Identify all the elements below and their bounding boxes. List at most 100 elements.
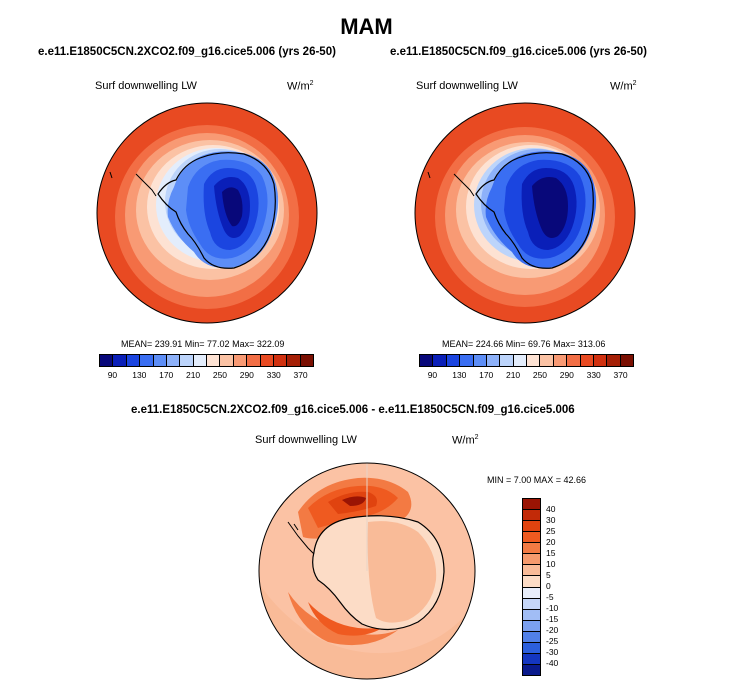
colorbar-swatch <box>580 355 594 366</box>
diff-stats: MIN = 7.00 MAX = 42.66 <box>487 475 587 485</box>
left-case-title: e.e11.E1850C5CN.2XCO2.f09_g16.cice5.006 … <box>38 46 336 58</box>
colorbar-swatch <box>523 532 540 544</box>
colorbar-tick-label: 15 <box>546 548 556 558</box>
colorbar-swatch <box>523 653 540 665</box>
colorbar-swatch <box>523 631 540 643</box>
colorbar-swatch <box>113 355 127 366</box>
colorbar-tick-label: 0 <box>546 581 551 591</box>
colorbar-tick-label: 170 <box>479 370 494 380</box>
colorbar-swatch <box>513 355 527 366</box>
colorbar-tick-label: 30 <box>546 515 556 525</box>
right-stats: MEAN= 224.66 Min= 69.76 Max= 313.06 <box>442 339 606 349</box>
colorbar-tick-label: -30 <box>546 647 559 657</box>
right-case-title: e.e11.E1850C5CN.f09_g16.cice5.006 (yrs 2… <box>390 46 648 58</box>
colorbar-swatch <box>220 355 234 366</box>
colorbar-tick-label: 330 <box>586 370 601 380</box>
left-units-label: W/m2 <box>287 80 314 93</box>
colorbar-tick-label: -20 <box>546 625 559 635</box>
colorbar-swatch <box>446 355 461 366</box>
colorbar-tick-label: 330 <box>266 370 281 380</box>
colorbar-tick-label: -25 <box>546 636 559 646</box>
colorbar-tick-label: 250 <box>532 370 548 380</box>
colorbar-tick-label: -40 <box>546 658 559 668</box>
diff-case-title: e.e11.E1850C5CN.2XCO2.f09_g16.cice5.006 … <box>131 404 575 416</box>
right-polar-map <box>414 102 636 324</box>
colorbar-swatch <box>300 355 313 366</box>
colorbar-swatch <box>287 355 301 366</box>
left-colorbar: 90 130 170 210 250 290 330 370 <box>99 354 314 381</box>
colorbar-swatch <box>100 355 114 366</box>
colorbar-swatch <box>523 521 540 533</box>
colorbar-tick-label: 90 <box>107 370 118 380</box>
colorbar-swatch <box>523 565 540 577</box>
colorbar-swatch <box>260 355 274 366</box>
colorbar-swatch <box>593 355 608 366</box>
colorbar-swatch <box>527 355 541 366</box>
colorbar-swatch <box>523 598 540 610</box>
colorbar-tick-label: 25 <box>546 526 556 536</box>
left-variable-label: Surf downwelling LW <box>95 80 197 92</box>
colorbar-tick-label: 130 <box>452 370 467 380</box>
right-colorbar: 90 130 170 210 250 290 330 370 <box>419 354 634 381</box>
colorbar-swatch <box>233 355 248 366</box>
colorbar-tick-label: 170 <box>159 370 174 380</box>
colorbar-swatch <box>523 642 540 654</box>
diff-units-label: W/m2 <box>452 434 479 447</box>
colorbar-tick-label: -15 <box>546 614 559 624</box>
diff-map-svg <box>258 462 476 680</box>
colorbar-swatch <box>523 587 540 599</box>
right-map-svg <box>414 102 636 324</box>
colorbar-tick-label: 40 <box>546 504 556 514</box>
colorbar-tick-label: 5 <box>546 570 551 580</box>
colorbar-swatch <box>500 355 514 366</box>
colorbar-swatch <box>607 355 621 366</box>
colorbar-tick-label: 210 <box>185 370 201 380</box>
colorbar-swatch <box>207 355 221 366</box>
colorbar-swatch <box>153 355 167 366</box>
colorbar-tick-label: 370 <box>293 370 308 380</box>
left-stats: MEAN= 239.91 Min= 77.02 Max= 322.09 <box>121 339 285 349</box>
colorbar-swatch <box>523 576 540 588</box>
colorbar-tick-label: 290 <box>239 370 254 380</box>
colorbar-swatch <box>523 499 540 511</box>
colorbar-swatch <box>460 355 474 366</box>
diff-polar-map <box>258 462 476 680</box>
colorbar-tick-label: 20 <box>546 537 556 547</box>
colorbar-swatch <box>523 664 540 675</box>
colorbar-swatch <box>523 554 540 566</box>
colorbar-tick-label: 90 <box>427 370 438 380</box>
colorbar-tick-label: 130 <box>132 370 147 380</box>
colorbar-tick-label: 290 <box>559 370 574 380</box>
right-variable-label: Surf downwelling LW <box>416 80 518 92</box>
colorbar-swatch <box>420 355 434 366</box>
colorbar-swatch <box>166 355 181 366</box>
colorbar-swatch <box>523 543 540 555</box>
colorbar-tick-label: 250 <box>212 370 228 380</box>
colorbar-tick-label: 10 <box>546 559 556 569</box>
colorbar-tick-label: 370 <box>613 370 628 380</box>
colorbar-swatch <box>433 355 447 366</box>
colorbar-swatch <box>193 355 207 366</box>
colorbar-swatch <box>523 510 540 522</box>
left-map-svg <box>96 102 318 324</box>
figure-title: MAM <box>340 14 393 39</box>
diff-variable-label: Surf downwelling LW <box>255 434 357 446</box>
colorbar-tick-label: 210 <box>505 370 521 380</box>
colorbar-tick-label: -10 <box>546 603 559 613</box>
colorbar-swatch <box>523 620 540 632</box>
colorbar-swatch <box>567 355 581 366</box>
colorbar-swatch <box>140 355 154 366</box>
colorbar-swatch <box>553 355 568 366</box>
right-units-label: W/m2 <box>610 80 637 93</box>
left-polar-map <box>96 102 318 324</box>
colorbar-swatch <box>486 355 501 366</box>
colorbar-swatch <box>523 609 540 621</box>
colorbar-swatch <box>620 355 633 366</box>
colorbar-swatch <box>180 355 194 366</box>
colorbar-tick-label: -5 <box>546 592 554 602</box>
colorbar-swatch <box>273 355 288 366</box>
diff-colorbar: 40 30 25 20 15 10 5 0 -5 -10 -15 -20 -25 -30 -40 <box>522 498 558 676</box>
colorbar-swatch <box>473 355 487 366</box>
colorbar-swatch <box>247 355 261 366</box>
colorbar-swatch <box>540 355 554 366</box>
